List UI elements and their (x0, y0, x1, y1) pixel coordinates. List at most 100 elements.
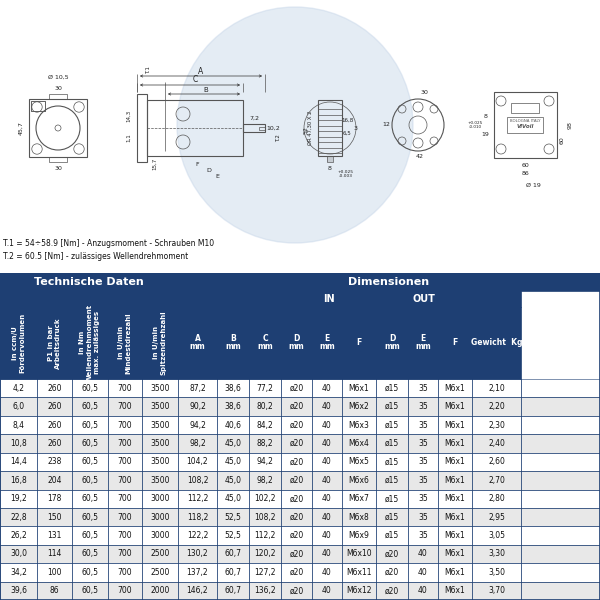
Bar (217, 452, 249, 471)
Bar (72, 434, 108, 452)
Bar (108, 471, 142, 490)
Bar (72, 508, 108, 526)
Bar (142, 291, 178, 307)
Text: Ø 19: Ø 19 (526, 183, 541, 188)
Text: B: B (203, 87, 208, 93)
Text: mm: mm (190, 343, 205, 352)
Bar (217, 563, 249, 581)
Text: M6x1: M6x1 (445, 550, 466, 559)
Text: 94,2: 94,2 (257, 457, 274, 466)
Text: M6x1: M6x1 (445, 512, 466, 521)
Bar (0, 452, 600, 471)
Text: ø20: ø20 (385, 586, 399, 595)
Text: M6x3: M6x3 (349, 421, 370, 430)
Text: M6x1: M6x1 (445, 568, 466, 577)
Text: 260: 260 (47, 384, 62, 393)
Bar (408, 452, 438, 471)
Bar (438, 526, 472, 545)
Text: 60,7: 60,7 (224, 550, 241, 559)
Bar (72, 563, 108, 581)
Bar (249, 291, 281, 307)
Bar (376, 307, 408, 379)
Bar (521, 471, 600, 490)
Bar (142, 508, 178, 526)
Bar (178, 434, 217, 452)
Bar (312, 416, 342, 434)
Bar (521, 434, 600, 452)
Text: 8: 8 (484, 115, 487, 119)
Text: 8,4: 8,4 (13, 421, 25, 430)
Text: 122,2: 122,2 (187, 531, 208, 540)
Text: F: F (195, 161, 199, 166)
Text: 90,2: 90,2 (189, 402, 206, 411)
Text: 94,2: 94,2 (189, 421, 206, 430)
Text: 108,2: 108,2 (187, 476, 208, 485)
Text: ø20: ø20 (289, 494, 304, 503)
Text: ø15: ø15 (385, 402, 399, 411)
Text: 52: 52 (304, 126, 308, 134)
Bar (72, 379, 108, 397)
Bar (142, 452, 178, 471)
Bar (0, 452, 37, 471)
Text: 14,3: 14,3 (127, 110, 131, 122)
Bar (249, 581, 281, 600)
Text: 60,5: 60,5 (82, 384, 98, 393)
Bar (0, 273, 178, 291)
Bar (249, 307, 281, 379)
Bar (342, 452, 376, 471)
Text: Technische Daten: Technische Daten (34, 277, 144, 287)
Text: T.2: T.2 (277, 134, 281, 142)
Text: P1 in bar: P1 in bar (48, 325, 54, 361)
Text: 35: 35 (418, 384, 428, 393)
Text: 35: 35 (418, 512, 428, 521)
Text: 150: 150 (47, 512, 62, 521)
Bar (438, 581, 472, 600)
Text: 131: 131 (47, 531, 62, 540)
Text: ø20: ø20 (289, 512, 304, 521)
Bar (327, 156, 333, 162)
Text: 2500: 2500 (151, 550, 170, 559)
Text: 104,2: 104,2 (187, 457, 208, 466)
Bar (281, 545, 312, 563)
Bar (472, 434, 521, 452)
Text: 8: 8 (328, 166, 332, 170)
Text: 60,5: 60,5 (82, 550, 98, 559)
Bar (438, 434, 472, 452)
Text: Spitzendrehzahl: Spitzendrehzahl (161, 311, 167, 375)
Text: M6x10: M6x10 (346, 550, 372, 559)
Bar (178, 508, 217, 526)
Bar (342, 307, 376, 379)
Text: 14,4: 14,4 (10, 457, 27, 466)
Text: 86: 86 (50, 586, 59, 595)
Bar (521, 379, 600, 397)
Bar (281, 434, 312, 452)
Bar (281, 416, 312, 434)
Text: M6x1: M6x1 (445, 457, 466, 466)
Bar (376, 526, 408, 545)
Text: ø15: ø15 (385, 512, 399, 521)
Text: B: B (230, 334, 236, 343)
Text: M6x9: M6x9 (349, 531, 370, 540)
Text: 2,40: 2,40 (488, 439, 505, 448)
Text: T.1: T.1 (146, 66, 151, 74)
Bar (37, 416, 72, 434)
Text: 40: 40 (322, 384, 332, 393)
Text: 100: 100 (47, 568, 62, 577)
Text: C: C (193, 76, 197, 85)
Text: 40: 40 (322, 512, 332, 521)
Bar (72, 397, 108, 416)
Text: 3,70: 3,70 (488, 586, 505, 595)
Bar (376, 563, 408, 581)
Bar (507, 117, 543, 133)
Bar (376, 490, 408, 508)
Bar (376, 452, 408, 471)
Text: mm: mm (257, 343, 273, 352)
Bar (472, 452, 521, 471)
Bar (0, 545, 37, 563)
Text: 22,8: 22,8 (10, 512, 27, 521)
Text: Mindestdrezahl: Mindestdrezahl (126, 312, 132, 374)
Bar (0, 379, 600, 397)
Bar (312, 434, 342, 452)
Text: 80,2: 80,2 (257, 402, 274, 411)
Text: 2,70: 2,70 (488, 476, 505, 485)
